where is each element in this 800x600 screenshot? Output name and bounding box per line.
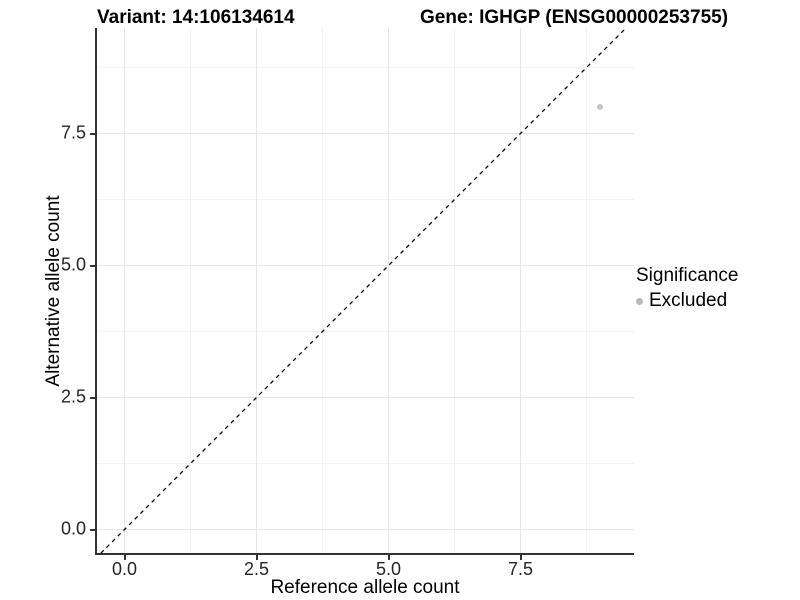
gene-title: Gene: IGHGP (ENSG00000253755) xyxy=(420,7,729,28)
x-major-gridline xyxy=(388,28,389,554)
x-tick-mark xyxy=(123,555,126,560)
y-tick-label: 2.5 xyxy=(60,385,86,406)
y-major-gridline xyxy=(97,397,634,398)
variant-title: Variant: 14:106134614 xyxy=(97,7,295,28)
plot-panel xyxy=(97,28,634,554)
y-tick-label: 5.0 xyxy=(60,253,86,274)
x-tick-mark xyxy=(255,555,258,560)
legend-item-label: Excluded xyxy=(649,290,728,311)
x-tick-mark xyxy=(519,555,522,560)
x-major-gridline xyxy=(124,28,125,554)
y-minor-gridline xyxy=(97,199,634,200)
y-minor-gridline xyxy=(97,331,634,332)
y-major-gridline xyxy=(97,265,634,266)
legend-item-excluded: Excluded xyxy=(636,290,738,312)
x-minor-gridline xyxy=(586,28,587,554)
y-tick-mark xyxy=(90,132,95,135)
y-tick-label: 7.5 xyxy=(60,121,86,142)
x-axis-title: Reference allele count xyxy=(270,577,460,598)
y-axis-line xyxy=(95,28,97,555)
x-tick-label: 0.0 xyxy=(111,559,138,579)
legend-key-dot-icon xyxy=(636,297,643,305)
x-axis-line xyxy=(95,553,634,555)
x-tick-label: 2.5 xyxy=(243,559,270,579)
x-tick-label: 5.0 xyxy=(375,559,402,579)
x-major-gridline xyxy=(256,28,257,554)
x-tick-mark xyxy=(387,555,390,560)
y-tick-mark xyxy=(90,396,95,399)
x-major-gridline xyxy=(520,28,521,554)
x-tick-label: 7.5 xyxy=(507,559,534,579)
y-tick-mark xyxy=(90,264,95,267)
y-tick-mark xyxy=(90,528,95,531)
x-minor-gridline xyxy=(454,28,455,554)
y-major-gridline xyxy=(97,529,634,530)
x-minor-gridline xyxy=(190,28,191,554)
y-tick-label: 0.0 xyxy=(60,517,86,538)
legend: Significance Excluded xyxy=(636,265,738,312)
legend-title: Significance xyxy=(636,265,739,286)
data-point xyxy=(596,104,603,111)
y-minor-gridline xyxy=(97,67,634,68)
y-major-gridline xyxy=(97,133,634,134)
x-minor-gridline xyxy=(322,28,323,554)
y-minor-gridline xyxy=(97,463,634,464)
